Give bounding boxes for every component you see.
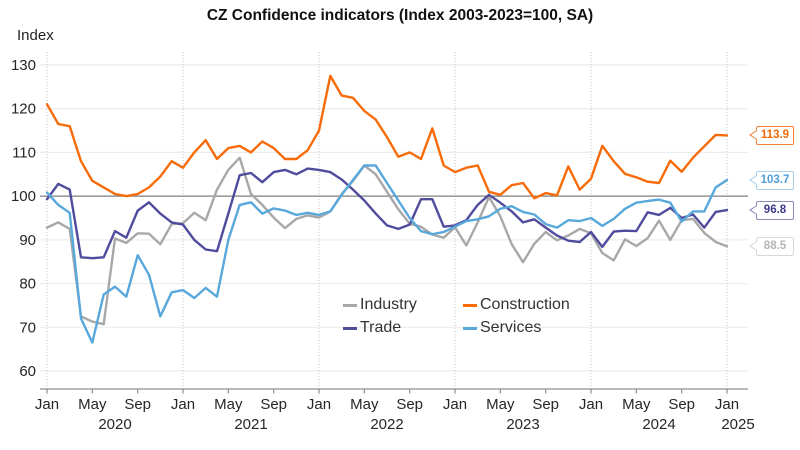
last-value-callout-services: 103.7	[756, 170, 794, 190]
series-line-industry	[45, 156, 729, 326]
x-tick-label: Jan	[579, 396, 603, 413]
legend-label: Services	[480, 319, 542, 336]
x-tick-label: Sep	[260, 396, 287, 413]
year-label: 2023	[506, 416, 539, 433]
y-tick-label: 90	[19, 232, 36, 249]
year-label: 2020	[98, 416, 131, 433]
legend-item-construction: Construction	[463, 296, 570, 314]
y-axis-unit-label: Index	[17, 27, 54, 44]
year-label: 2024	[642, 416, 675, 433]
y-tick-label: 110	[12, 144, 36, 161]
year-label: 2025	[721, 416, 754, 433]
last-value-callout-construction: 113.9	[756, 125, 794, 145]
x-tick-label: May	[214, 396, 243, 413]
legend-swatch-services	[463, 326, 477, 330]
series-line-construction	[45, 74, 729, 200]
legend-item-services: Services	[463, 319, 570, 337]
x-tick-label: Sep	[396, 396, 423, 413]
series-line-services	[45, 164, 729, 344]
x-tick-label: May	[486, 396, 515, 413]
x-tick-label: Jan	[35, 396, 59, 413]
legend-swatch-industry	[343, 303, 357, 307]
last-value-callout-industry: 88.5	[756, 236, 794, 256]
x-tick-label: May	[78, 396, 107, 413]
x-tick-label: Sep	[668, 396, 695, 413]
x-tick-label: Jan	[443, 396, 467, 413]
y-tick-label: 80	[19, 276, 36, 293]
x-tick-label: May	[622, 396, 651, 413]
y-tick-label: 120	[11, 101, 36, 118]
legend-label: Trade	[360, 319, 402, 336]
year-label: 2022	[370, 416, 403, 433]
x-tick-label: Sep	[124, 396, 151, 413]
y-tick-label: 70	[19, 319, 36, 336]
y-tick-label: 100	[11, 188, 36, 205]
chart-legend: Industry Trade Construction Services	[343, 296, 570, 337]
last-value-callout-trade: 96.8	[756, 200, 794, 220]
legend-item-industry: Industry	[343, 296, 463, 314]
year-label: 2021	[234, 416, 267, 433]
legend-label: Industry	[360, 296, 417, 313]
chart-title: CZ Confidence indicators (Index 2003-202…	[206, 7, 594, 24]
legend-item-trade: Trade	[343, 319, 463, 337]
legend-label: Construction	[480, 296, 570, 313]
y-tick-label: 60	[19, 363, 36, 380]
x-tick-label: Sep	[532, 396, 559, 413]
x-tick-label: Jan	[171, 396, 195, 413]
x-tick-label: Jan	[715, 396, 739, 413]
x-tick-label: Jan	[307, 396, 331, 413]
legend-swatch-construction	[463, 303, 477, 307]
x-tick-label: May	[350, 396, 379, 413]
y-tick-label: 130	[11, 57, 36, 74]
series-line-trade	[45, 167, 729, 260]
legend-swatch-trade	[343, 326, 357, 330]
